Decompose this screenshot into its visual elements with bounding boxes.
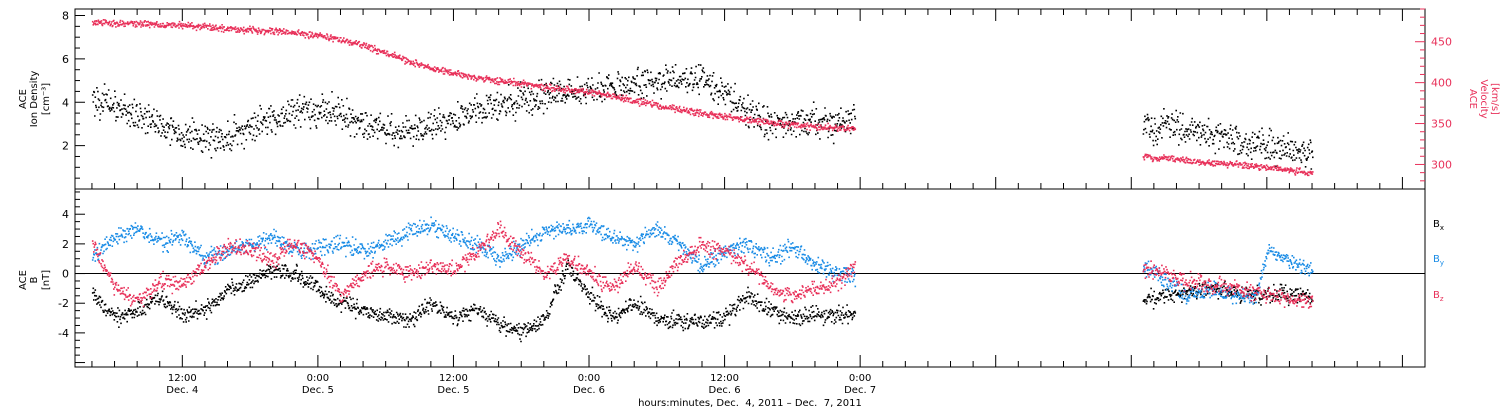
bottom-panel-series	[91, 216, 1314, 343]
x-tick-time-label: 12:00	[439, 373, 468, 384]
velocity-ylabel-line1: ACE	[1467, 89, 1478, 109]
density-tick-label: 2	[62, 140, 69, 153]
ion-density-velocity-panel: 2 4 6 8 300 350 400 450 ACE Ion Density [cm⁻³]…	[18, 8, 1500, 190]
field-ylabel-line2: B	[29, 276, 40, 283]
velocity-tick-label: 350	[1431, 118, 1452, 131]
by-points-segment-1	[91, 216, 857, 288]
velocity-tick-label: 400	[1431, 77, 1452, 90]
x-tick-time-label: 0:00	[849, 373, 871, 384]
velocity-points-segment-1	[91, 19, 857, 132]
density-tick-label: 6	[62, 53, 69, 66]
field-tick-label: -2	[58, 297, 69, 310]
legend-bx: Bx	[1433, 219, 1444, 232]
bottom-panel-frame	[74, 188, 1426, 368]
legend-by: By	[1433, 254, 1444, 267]
x-tick-time-label: 12:00	[168, 373, 197, 384]
density-axis-ticks: 2 4 6 8	[62, 10, 85, 179]
x-tick-time-label: 0:00	[578, 373, 600, 384]
velocity-ylabel-line3: [km/s]	[1489, 83, 1500, 115]
density-ylabel-line2: Ion Density	[29, 71, 40, 128]
x-tick-date-label: Dec. 5	[437, 385, 469, 396]
field-tick-label: -4	[58, 327, 69, 340]
top-panel-frame	[74, 8, 1426, 190]
bx-points-segment-1	[91, 259, 857, 343]
top-panel-series	[91, 19, 1314, 177]
magnetic-field-panel: -4 -2 0 2 4 ACE B [nT] Bx By Bz	[18, 188, 1444, 368]
velocity-points-segment-2	[1142, 153, 1314, 177]
x-tick-date-label: Dec. 6	[709, 385, 741, 396]
density-points-segment-1	[91, 64, 857, 159]
x-tick-time-label: 12:00	[710, 373, 739, 384]
density-tick-label: 8	[62, 10, 69, 23]
velocity-tick-label: 300	[1431, 158, 1452, 171]
x-tick-date-label: Dec. 7	[844, 385, 876, 396]
field-axis-ticks: -4 -2 0 2 4	[58, 191, 85, 364]
velocity-tick-label: 450	[1431, 36, 1452, 49]
velocity-axis-ticks: 300 350 400 450	[1415, 8, 1452, 182]
density-points-segment-2	[1142, 108, 1314, 170]
bz-points-segment-1	[91, 220, 857, 308]
velocity-ylabel-line2: Velocity	[1478, 79, 1489, 118]
density-ylabel-line1: ACE	[18, 89, 29, 109]
field-tick-label: 4	[62, 208, 69, 221]
bz-points-segment-2	[1142, 260, 1314, 309]
field-ylabel-line1: ACE	[18, 270, 29, 290]
legend-bz: Bz	[1433, 290, 1444, 303]
density-tick-label: 4	[62, 96, 69, 109]
field-tick-label: 2	[62, 238, 69, 251]
x-tick-date-label: Dec. 5	[302, 385, 334, 396]
x-tick-date-label: Dec. 6	[573, 385, 605, 396]
field-ylabel-line3: [nT]	[41, 270, 52, 290]
field-tick-label: 0	[62, 268, 69, 281]
x-axis-title: hours:minutes, Dec. 4, 2011 – Dec. 7, 20…	[638, 398, 862, 409]
x-tick-date-label: Dec. 4	[166, 385, 198, 396]
density-ylabel-line3: [cm⁻³]	[41, 83, 52, 115]
x-tick-time-label: 0:00	[307, 373, 329, 384]
field-legend: Bx By Bz	[1433, 219, 1444, 303]
